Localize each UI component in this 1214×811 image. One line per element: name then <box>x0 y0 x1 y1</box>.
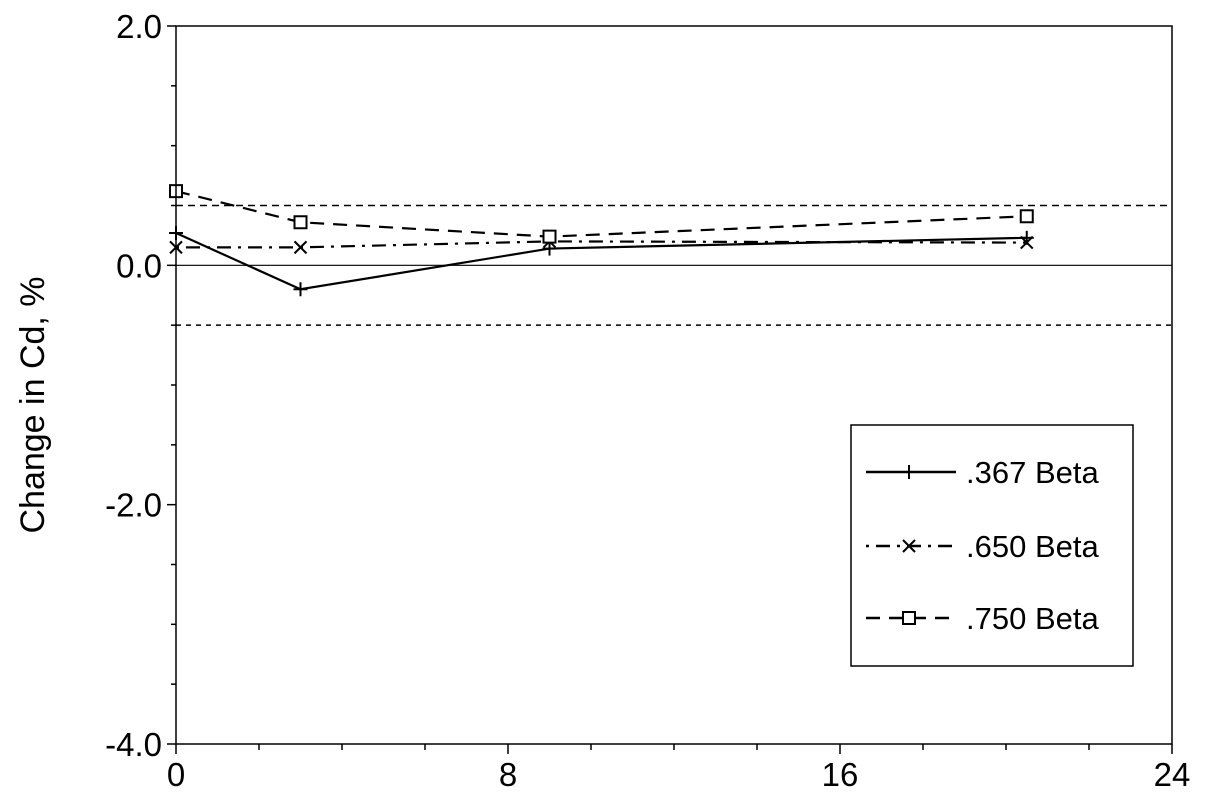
x-tick-label: 24 <box>1154 756 1191 793</box>
legend: .367 Beta .650 Beta .750 Beta <box>850 424 1134 667</box>
series-1 <box>169 226 1034 297</box>
y-tick-label: -4.0 <box>105 726 162 763</box>
data-point-plus <box>542 241 557 256</box>
data-point-square <box>542 229 557 244</box>
legend-marker-x <box>902 539 916 553</box>
legend-entry: .650 Beta <box>866 529 1099 564</box>
data-point-x <box>293 240 308 255</box>
data-point-x <box>1020 235 1034 250</box>
legend-label: .367 Beta <box>966 455 1099 490</box>
series-line <box>175 232 1027 291</box>
series-line <box>176 240 1027 249</box>
legend-marker-square <box>902 611 916 625</box>
x-tick-label: 0 <box>167 756 185 793</box>
legend-label: .750 Beta <box>966 601 1099 636</box>
y-tick-label: 0.0 <box>116 247 162 284</box>
reference-lines <box>176 204 1172 326</box>
series-3 <box>169 184 1034 244</box>
data-point-square <box>293 215 308 230</box>
legend-marker-plus <box>902 465 916 479</box>
data-point-plus <box>293 282 308 297</box>
x-tick-label: 8 <box>499 756 517 793</box>
series-2 <box>169 234 1034 255</box>
x-tick-label: 16 <box>822 756 859 793</box>
y-tick-label: -2.0 <box>105 487 162 524</box>
y-axis-ticks: 2.0 0.0 -2.0 -4.0 <box>105 8 176 763</box>
y-axis-title: Change in Cd, % <box>14 276 52 533</box>
x-axis-ticks: 0 8 16 24 <box>167 744 1191 793</box>
legend-entry: .750 Beta <box>866 601 1099 636</box>
data-point-square <box>1019 209 1034 224</box>
series-layer <box>169 184 1034 297</box>
y-tick-label: 2.0 <box>116 8 162 45</box>
legend-label: .650 Beta <box>966 529 1099 564</box>
series-line <box>175 190 1027 238</box>
legend-entry: .367 Beta <box>866 455 1099 490</box>
